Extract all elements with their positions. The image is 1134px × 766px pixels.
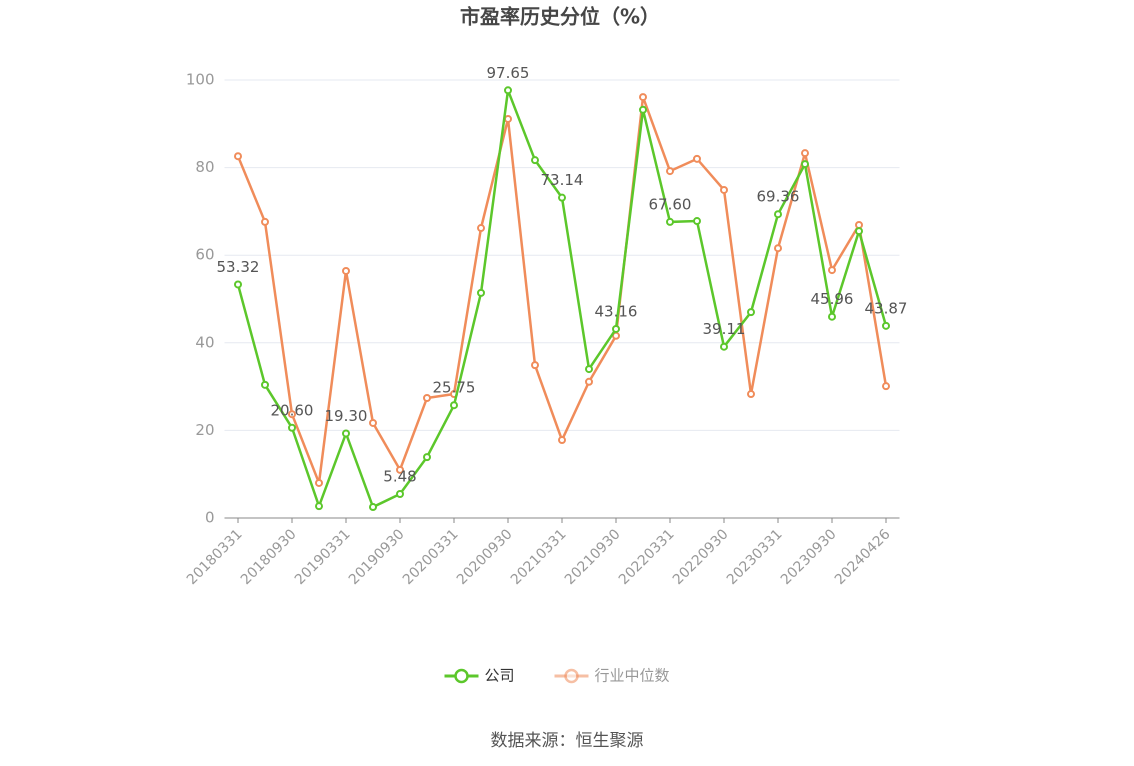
x-tick-label: 20210331 xyxy=(508,526,570,588)
y-tick-label: 60 xyxy=(195,246,214,264)
data-point xyxy=(612,324,620,333)
x-tick-label: 20200331 xyxy=(400,526,462,588)
data-point xyxy=(882,321,890,330)
data-point xyxy=(531,156,539,165)
data-point xyxy=(234,280,242,289)
data-point xyxy=(450,401,458,410)
data-point xyxy=(342,266,350,275)
data-point xyxy=(585,365,593,374)
x-tick-label: 20220930 xyxy=(670,526,732,588)
data-point xyxy=(558,193,566,202)
y-tick-label: 40 xyxy=(195,333,214,351)
data-point xyxy=(720,342,728,351)
data-label: 43.87 xyxy=(865,299,908,317)
data-label: 45.96 xyxy=(811,290,854,308)
data-point xyxy=(774,210,782,219)
data-point xyxy=(774,244,782,253)
data-point xyxy=(747,308,755,317)
data-point xyxy=(261,380,269,389)
data-point xyxy=(396,465,404,474)
data-label: 39.11 xyxy=(703,320,746,338)
data-point xyxy=(639,93,647,102)
data-point xyxy=(504,86,512,95)
data-point xyxy=(747,390,755,399)
series-line xyxy=(236,96,888,484)
series-line xyxy=(236,89,888,510)
x-tick-label: 20190930 xyxy=(346,526,408,588)
data-point xyxy=(342,429,350,438)
data-point xyxy=(801,160,809,169)
data-label: 53.32 xyxy=(217,258,260,276)
x-tick-label: 20230930 xyxy=(778,526,840,588)
data-point xyxy=(234,152,242,161)
data-point xyxy=(288,410,296,419)
y-tick-label: 80 xyxy=(195,158,214,176)
data-point xyxy=(477,288,485,297)
data-label: 25.75 xyxy=(433,379,476,397)
legend-marker xyxy=(454,668,469,684)
data-point xyxy=(315,502,323,511)
x-tick-label: 20210930 xyxy=(562,526,624,588)
data-point xyxy=(720,185,728,194)
legend-marker xyxy=(564,668,579,684)
legend-label: 行业中位数 xyxy=(595,667,670,685)
data-point xyxy=(423,393,431,402)
data-label: 67.60 xyxy=(649,195,692,213)
x-tick-label: 20180930 xyxy=(238,526,300,588)
x-tick-label: 20230331 xyxy=(724,526,786,588)
data-point xyxy=(666,167,674,176)
data-label: 69.36 xyxy=(757,188,800,206)
data-point xyxy=(504,114,512,123)
data-point xyxy=(531,361,539,370)
x-tick-label: 20190331 xyxy=(292,526,354,588)
x-tick-label: 20180331 xyxy=(184,526,246,588)
y-tick-label: 100 xyxy=(186,71,215,89)
y-tick-label: 0 xyxy=(205,509,215,527)
data-point xyxy=(828,312,836,321)
data-point xyxy=(315,478,323,487)
legend-label: 公司 xyxy=(485,667,515,685)
y-tick-label: 20 xyxy=(195,421,214,439)
source: 数据来源：恒生聚源 xyxy=(491,731,644,751)
data-point xyxy=(666,217,674,226)
data-label: 97.65 xyxy=(487,64,530,82)
x-tick-label: 20240426 xyxy=(832,526,894,588)
data-point xyxy=(261,217,269,226)
x-tick-label: 20200930 xyxy=(454,526,516,588)
data-point xyxy=(369,418,377,427)
data-label: 5.48 xyxy=(383,467,416,485)
x-tick-label: 20220331 xyxy=(616,526,678,588)
data-point xyxy=(801,149,809,158)
data-label: 73.14 xyxy=(541,171,584,189)
data-point xyxy=(828,266,836,275)
data-point xyxy=(693,217,701,226)
data-point xyxy=(288,423,296,432)
data-point xyxy=(558,436,566,445)
data-point xyxy=(396,489,404,498)
data-point xyxy=(855,227,863,236)
data-label: 43.16 xyxy=(595,302,638,320)
data-point xyxy=(369,503,377,512)
data-point xyxy=(693,154,701,163)
data-label: 19.30 xyxy=(325,407,368,425)
data-point xyxy=(477,224,485,233)
data-point xyxy=(423,453,431,462)
data-point xyxy=(882,382,890,391)
data-point xyxy=(639,105,647,114)
data-label: 20.60 xyxy=(271,401,314,419)
data-point xyxy=(585,377,593,386)
chart-title: 市盈率历史分位（%） xyxy=(460,5,660,29)
